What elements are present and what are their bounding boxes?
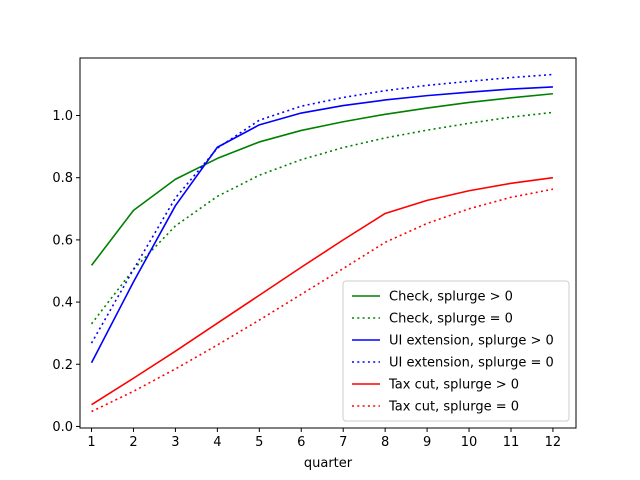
x-tick-label: 1: [87, 435, 95, 450]
x-tick-label: 12: [545, 435, 562, 450]
y-axis: 0.0 0.2 0.4 0.6 0.8 1.0: [52, 109, 80, 435]
x-tick-label: 2: [129, 435, 137, 450]
series-line: [91, 188, 554, 413]
legend-box: [342, 280, 570, 422]
y-tick-label: 0.6: [52, 233, 73, 248]
legend: Check, splurge > 0 Check, splurge = 0 UI e…: [342, 280, 570, 422]
x-axis-title: quarter: [304, 456, 353, 471]
y-tick-label: 0.8: [52, 171, 73, 186]
x-tick-label: 9: [423, 435, 431, 450]
x-tick-label: 7: [339, 435, 347, 450]
x-axis: 1 2 3 4 5 6 7 8 9 10 11 12: [87, 428, 561, 450]
y-tick-label: 0.4: [52, 296, 73, 311]
x-tick-label: 3: [171, 435, 179, 450]
series-line: [90, 92, 554, 266]
legend-label: UI extension, splurge > 0: [389, 334, 554, 349]
x-tick-label: 8: [381, 435, 389, 450]
x-tick-label: 6: [297, 435, 305, 450]
legend-label: Tax cut, splurge = 0: [388, 400, 519, 415]
series-line: [91, 176, 554, 406]
legend-label: Check, splurge = 0: [389, 312, 513, 327]
axes-frame: [79, 57, 577, 429]
y-tick-label: 0.0: [52, 420, 73, 435]
x-tick-label: 5: [255, 435, 263, 450]
legend-label: Check, splurge > 0: [389, 290, 513, 305]
x-tick-label: 4: [213, 435, 221, 450]
y-tick-label: 0.2: [52, 358, 73, 373]
series-layer: [90, 73, 554, 413]
series-line: [90, 86, 553, 364]
y-tick-label: 1.0: [52, 109, 73, 124]
x-tick-label: 11: [503, 435, 520, 450]
series-line: [90, 111, 554, 325]
series-line: [90, 73, 553, 344]
legend-label: Tax cut, splurge > 0: [388, 378, 519, 393]
legend-label: UI extension, splurge = 0: [389, 356, 554, 371]
x-tick-label: 10: [461, 435, 478, 450]
